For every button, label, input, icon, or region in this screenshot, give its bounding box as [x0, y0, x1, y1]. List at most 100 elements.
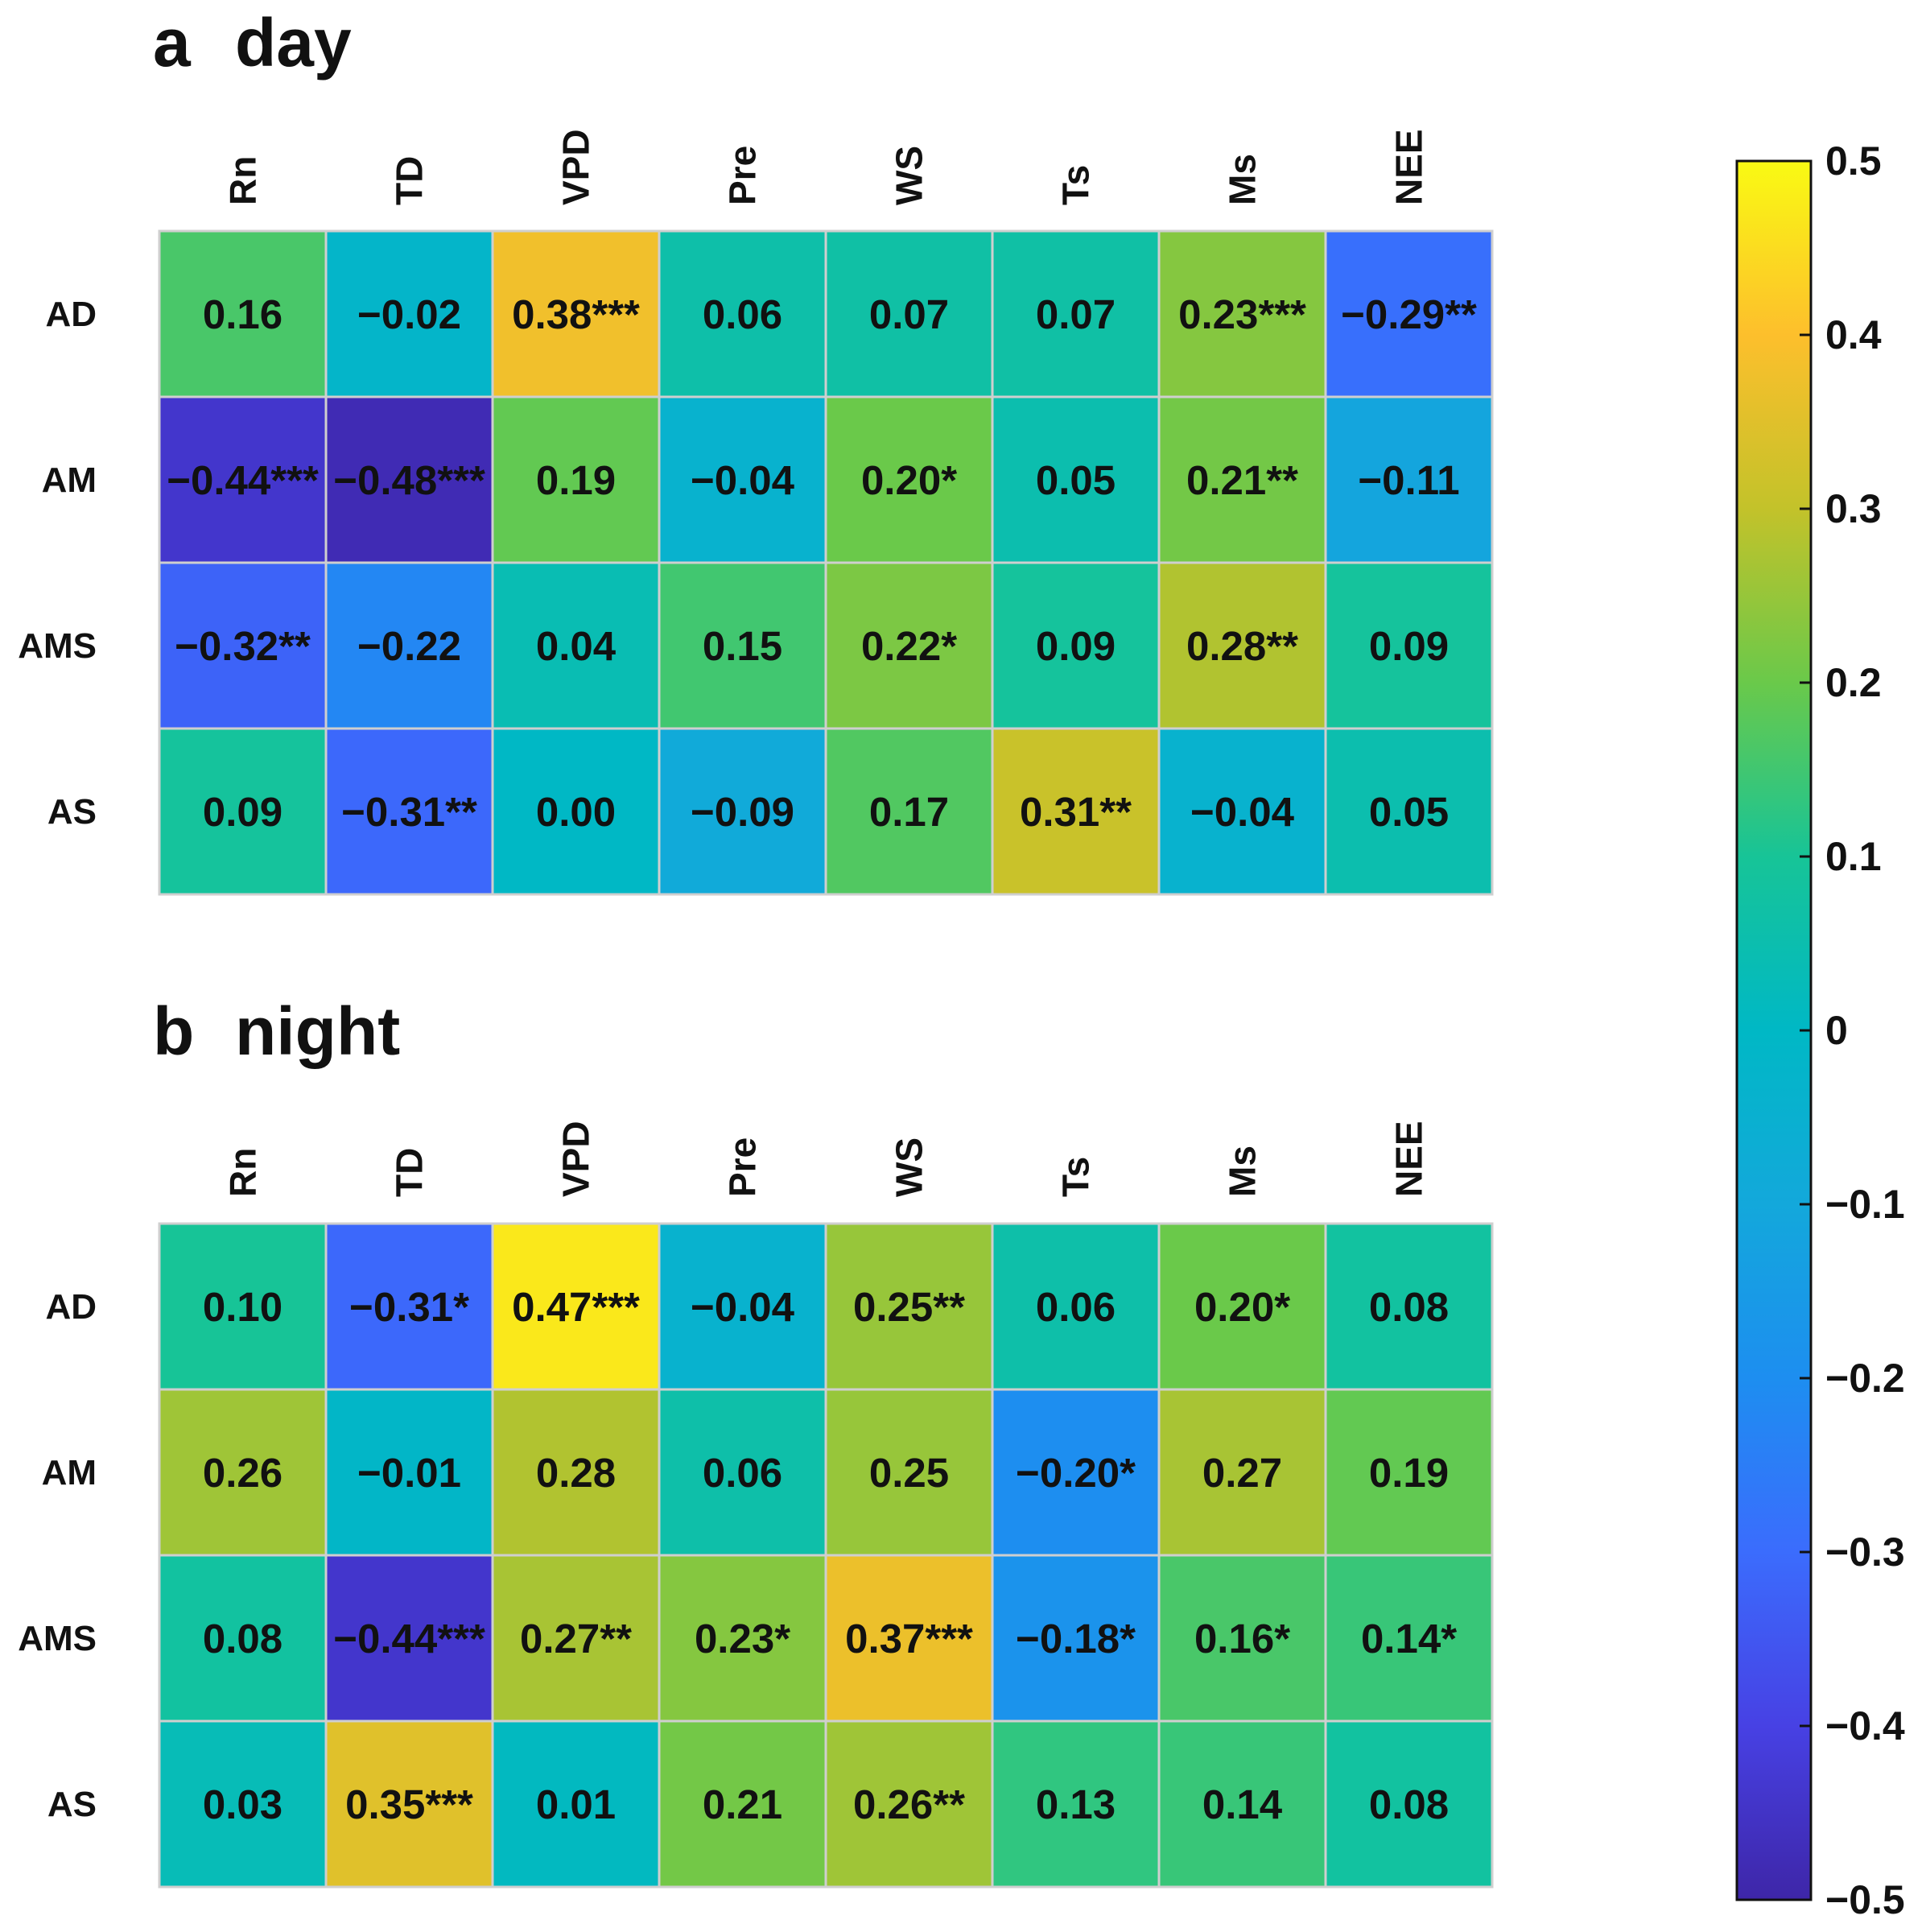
cell-label-AMS-TD: −0.22: [357, 623, 461, 669]
cell-label-AMS-NEE: 0.09: [1369, 623, 1449, 669]
column-label-TD: TD: [389, 156, 431, 205]
cell-AD-Ms: [1157, 1222, 1327, 1391]
colorbar-tick-label: 0.1: [1825, 834, 1882, 879]
heatmap-frame: [158, 1222, 1494, 1889]
cell-AMS-VPD: [491, 1554, 661, 1723]
cell-AM-NEE: [1324, 395, 1494, 564]
cell-AM-Ts: [991, 395, 1161, 564]
cell-label-AD-Ts: 0.06: [1036, 1284, 1116, 1330]
cell-AS-VPD: [491, 727, 661, 896]
row-label-AD: AD: [45, 295, 97, 334]
cell-AS-NEE: [1324, 1719, 1494, 1889]
cell-label-AS-Ts: 0.13: [1036, 1781, 1116, 1827]
cell-label-AS-NEE: 0.05: [1369, 789, 1449, 835]
cell-label-AS-NEE: 0.08: [1369, 1781, 1449, 1827]
column-label-Ms: Ms: [1222, 154, 1264, 205]
panel-title: day: [235, 5, 352, 80]
cell-label-AS-Ts: 0.31**: [1020, 789, 1132, 835]
cell-AD-Pre: [658, 229, 827, 398]
cell-label-AD-TD: −0.02: [357, 291, 461, 337]
cell-label-AMS-Rn: −0.32**: [175, 623, 311, 669]
cell-AD-Ts: [991, 229, 1161, 398]
column-label-NEE: NEE: [1388, 1121, 1430, 1197]
cell-AM-Ts: [991, 1388, 1161, 1557]
cell-label-AM-Ts: 0.05: [1036, 457, 1116, 503]
cell-label-AS-Ms: −0.04: [1190, 789, 1295, 835]
cell-label-AM-Pre: −0.04: [691, 457, 795, 503]
heatmap-panel-day: a day Rn TD VPD Pre WS Ts Ms NEE AD AM AMS AS 0.16 −0.0…: [18, 5, 1494, 896]
cell-label-AMS-Pre: 0.15: [703, 623, 782, 669]
column-label-Rn: Rn: [222, 156, 264, 205]
panel-letter: b: [153, 993, 194, 1069]
cell-AMS-Ms: [1157, 1554, 1327, 1723]
cell-label-AD-Pre: −0.04: [691, 1284, 795, 1330]
cell-label-AM-Pre: 0.06: [703, 1450, 782, 1496]
cell-AS-Ms: [1157, 727, 1327, 896]
colorbar-tick-label: 0: [1825, 1008, 1848, 1053]
row-label-AMS: AMS: [18, 1619, 97, 1658]
row-label-AS: AS: [47, 1785, 97, 1824]
cell-label-AD-WS: 0.25**: [853, 1284, 965, 1330]
colorbar-tick-label: −0.3: [1825, 1530, 1905, 1575]
row-label-AMS: AMS: [18, 626, 97, 666]
cell-label-AMS-WS: 0.37***: [845, 1616, 973, 1662]
cell-label-AM-NEE: −0.11: [1358, 457, 1459, 503]
cell-label-AS-VPD: 0.00: [536, 789, 616, 835]
cell-label-AM-Ms: 0.27: [1202, 1450, 1282, 1496]
cell-label-AD-Rn: 0.16: [203, 291, 283, 337]
cell-label-AD-Ms: 0.23***: [1178, 291, 1306, 337]
cell-label-AS-WS: 0.17: [869, 789, 949, 835]
column-label-NEE: NEE: [1388, 129, 1430, 205]
cell-AMS-TD: [324, 561, 494, 730]
cell-label-AD-WS: 0.07: [869, 291, 949, 337]
cell-label-AD-Ts: 0.07: [1036, 291, 1116, 337]
cell-label-AMS-WS: 0.22*: [861, 623, 957, 669]
colorbar-tick-label: −0.1: [1825, 1182, 1905, 1227]
colorbar-gradient: [1735, 159, 1813, 1901]
colorbar-tick-label: 0.2: [1825, 660, 1882, 705]
cell-AS-WS: [824, 727, 994, 896]
cell-AM-TD: [324, 395, 494, 564]
cell-label-AS-Pre: −0.09: [691, 789, 794, 835]
cell-label-AMS-Ms: 0.16*: [1194, 1616, 1290, 1662]
heatmap-frame: [158, 229, 1494, 896]
row-label-AD: AD: [45, 1287, 97, 1327]
column-label-TD: TD: [389, 1148, 431, 1197]
cell-label-AD-Rn: 0.10: [203, 1284, 283, 1330]
cell-label-AMS-NEE: 0.14*: [1361, 1616, 1457, 1662]
cell-AS-Rn: [158, 1719, 328, 1889]
cell-label-AMS-Ts: −0.18*: [1016, 1616, 1136, 1662]
cell-label-AMS-TD: −0.44***: [333, 1616, 485, 1662]
cell-label-AMS-VPD: 0.04: [536, 623, 617, 669]
colorbar: 0.5 0.4 0.3 0.2 0.1 0 −0.1 −0.2 −0.3 −0.4 −0.5: [1735, 138, 1905, 1922]
cell-label-AS-Ms: 0.14: [1202, 1781, 1283, 1827]
cell-AMS-Ts: [991, 1554, 1161, 1723]
cell-label-AM-Rn: 0.26: [203, 1450, 283, 1496]
column-label-Ts: Ts: [1055, 1157, 1097, 1197]
cell-AMS-TD: [324, 1554, 494, 1723]
cell-AM-NEE: [1324, 1388, 1494, 1557]
column-label-VPD: VPD: [555, 1121, 597, 1197]
cell-label-AM-VPD: 0.28: [536, 1450, 616, 1496]
colorbar-tick-label: −0.2: [1825, 1356, 1905, 1401]
cell-label-AS-Rn: 0.03: [203, 1781, 283, 1827]
cell-AMS-NEE: [1324, 1554, 1494, 1723]
cell-label-AM-WS: 0.25: [869, 1450, 949, 1496]
colorbar-tick-label: 0.4: [1825, 312, 1882, 357]
cell-label-AS-Rn: 0.09: [203, 789, 283, 835]
cell-label-AD-VPD: 0.47***: [512, 1284, 640, 1330]
cell-AMS-Ms: [1157, 561, 1327, 730]
heatmap-panel-night: b night Rn TD VPD Pre WS Ts Ms NEE AD AM AMS AS 0.10 −0…: [18, 993, 1494, 1889]
cell-label-AD-Ms: 0.20*: [1194, 1284, 1290, 1330]
colorbar-tick-label: −0.4: [1825, 1703, 1905, 1748]
cell-label-AM-WS: 0.20*: [861, 457, 957, 503]
cell-label-AM-NEE: 0.19: [1369, 1450, 1449, 1496]
column-label-Ts: Ts: [1055, 165, 1097, 205]
panel-letter: a: [153, 5, 192, 80]
cell-AD-TD: [324, 229, 494, 398]
cell-label-AMS-Ts: 0.09: [1036, 623, 1116, 669]
cell-AD-NEE: [1324, 229, 1494, 398]
cell-AS-WS: [824, 1719, 994, 1889]
cell-AMS-WS: [824, 561, 994, 730]
